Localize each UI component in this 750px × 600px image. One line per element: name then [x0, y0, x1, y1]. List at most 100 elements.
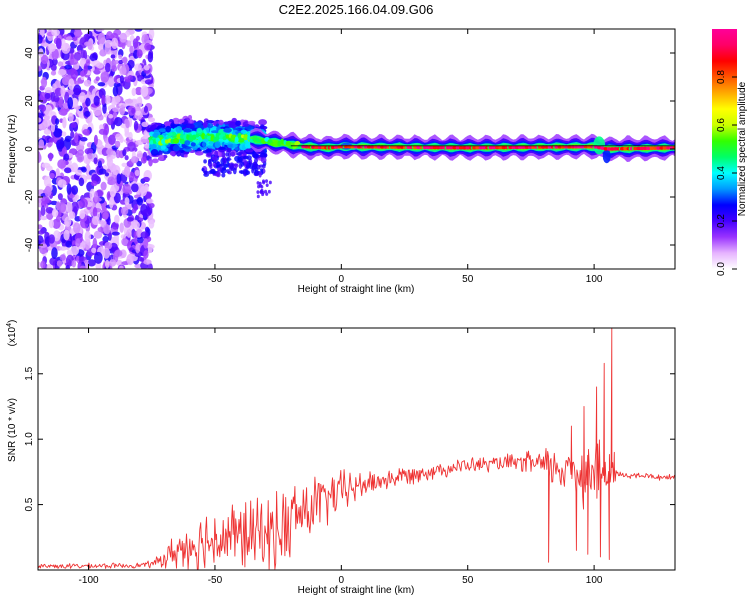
spectrogram-cell: [134, 29, 143, 32]
spectrogram-cell: [172, 144, 180, 152]
spectrogram-cell: [148, 117, 156, 123]
spectrogram-cell: [222, 166, 226, 171]
spectrogram-cell: [73, 31, 83, 36]
chart-title: C2E2.2025.166.04.09.G06: [279, 2, 434, 17]
spectrogram-cell: [66, 201, 73, 214]
spectrogram-cell: [126, 253, 134, 266]
spectrogram-cell: [184, 140, 191, 146]
spectrogram-cell: [91, 215, 100, 226]
spectrogram-cell: [195, 133, 200, 138]
spectrogram-cell: [472, 145, 477, 150]
spectrogram-cell: [265, 179, 269, 183]
spectrogram-cell: [101, 94, 106, 105]
spectrogram-cell: [83, 79, 92, 87]
spectrogram-cell: [141, 121, 149, 128]
spectrogram-cell: [639, 146, 645, 151]
spectrogram-cell: [69, 58, 79, 65]
spectrogram-cell: [104, 62, 111, 73]
spectrogram-cell: [462, 145, 467, 150]
spectrogram-cell: [95, 29, 105, 32]
spectrogram-cell: [267, 189, 271, 194]
spectrogram-cell: [131, 87, 137, 97]
y-tick-label: -40: [24, 237, 35, 252]
spectrogram-cell: [213, 136, 218, 142]
spectrogram-cell: [61, 76, 71, 86]
spectrogram-cell: [73, 87, 81, 94]
spectrogram-cell: [102, 103, 107, 114]
spectrogram-cell: [230, 151, 236, 157]
spectrogram-cell: [144, 42, 151, 51]
spectrogram-cell: [498, 145, 503, 150]
spectrogram-cell: [45, 207, 54, 214]
spectrogram-cell: [223, 127, 232, 133]
spectrogram-cell: [179, 134, 185, 139]
spectrogram-cell: [57, 61, 64, 67]
spectrogram-cell: [71, 185, 79, 195]
spectrogram-cell: [495, 145, 500, 150]
spectrogram-cell: [478, 145, 484, 150]
spectrogram-cell: [623, 146, 628, 151]
spectrogram-cell: [143, 130, 148, 140]
spectrogram-cell: [48, 152, 53, 162]
spectrogram-cell: [92, 207, 98, 218]
spectrogram-cell: [169, 150, 176, 156]
spectrogram-cell: [227, 151, 231, 159]
spectrogram-cell: [158, 154, 164, 161]
spectrogram-cell: [234, 147, 239, 151]
spectrogram-cell: [150, 140, 154, 145]
spectrogram-cell: [53, 128, 62, 138]
colorbar-tick-label: 0.6: [716, 118, 727, 132]
spectrogram-cell: [68, 78, 75, 91]
spectrogram-cell: [121, 64, 127, 76]
y-tick-label: 20: [24, 95, 35, 107]
spectrogram-cell: [119, 75, 125, 84]
spectrogram-cell: [194, 150, 204, 156]
spectrogram-cell: [406, 145, 411, 150]
spectrogram-cell: [151, 158, 159, 164]
spectrogram-cell: [93, 251, 103, 264]
colorbar-tick-label: 0.8: [716, 70, 727, 84]
spectrogram-cell: [426, 145, 431, 150]
spectrogram-cell: [197, 136, 203, 141]
spectrogram-cell: [77, 149, 84, 156]
spectrogram-cell: [221, 172, 226, 178]
spectrogram-cell: [104, 95, 111, 105]
spectrogram-cell: [206, 122, 214, 129]
spectrogram-cell: [38, 139, 45, 150]
spectrogram-cell: [247, 120, 256, 125]
spectrogram-cell: [48, 137, 55, 143]
spectrogram-cell: [110, 54, 116, 59]
spectrogram-cell: [59, 254, 66, 261]
spectrogram-cell: [93, 157, 98, 165]
spectrogram-cell: [89, 53, 98, 62]
spectrogram-cell: [228, 121, 238, 129]
spectrogram-cell: [205, 148, 212, 153]
spectrogram-cell: [73, 63, 80, 70]
spectrogram-cell: [120, 206, 129, 216]
spectrogram-cell: [196, 127, 203, 134]
spectrogram-cell: [65, 240, 73, 248]
spectrogram-cell: [112, 111, 118, 118]
spectrogram-cell: [55, 37, 62, 49]
spectrogram-cell: [619, 146, 625, 151]
spectrogram-cell: [143, 259, 152, 265]
spectrogram-cell: [255, 153, 259, 158]
spectrogram-cell: [38, 151, 41, 163]
spectrogram-cell: [114, 140, 121, 148]
spectrogram-cell: [104, 172, 110, 177]
spectrogram-cell: [481, 145, 487, 150]
spectrogram-cell: [209, 164, 213, 169]
spectrogram-cell: [102, 247, 111, 259]
spectrogram-cell: [449, 145, 454, 150]
spectrogram-cell: [114, 249, 123, 257]
spectrogram-cell: [127, 59, 135, 69]
spectrogram-cell: [140, 257, 145, 263]
spectrogram-cell: [135, 243, 140, 254]
spectrogram-cell: [51, 247, 58, 260]
spectrogram-cell: [141, 33, 150, 45]
spectrogram-cell: [107, 180, 116, 186]
spectrogram-cell: [105, 259, 110, 269]
spectrogram-cell: [84, 231, 91, 243]
x-tick-label: -100: [79, 575, 99, 586]
spectrogram-cell: [656, 146, 661, 150]
